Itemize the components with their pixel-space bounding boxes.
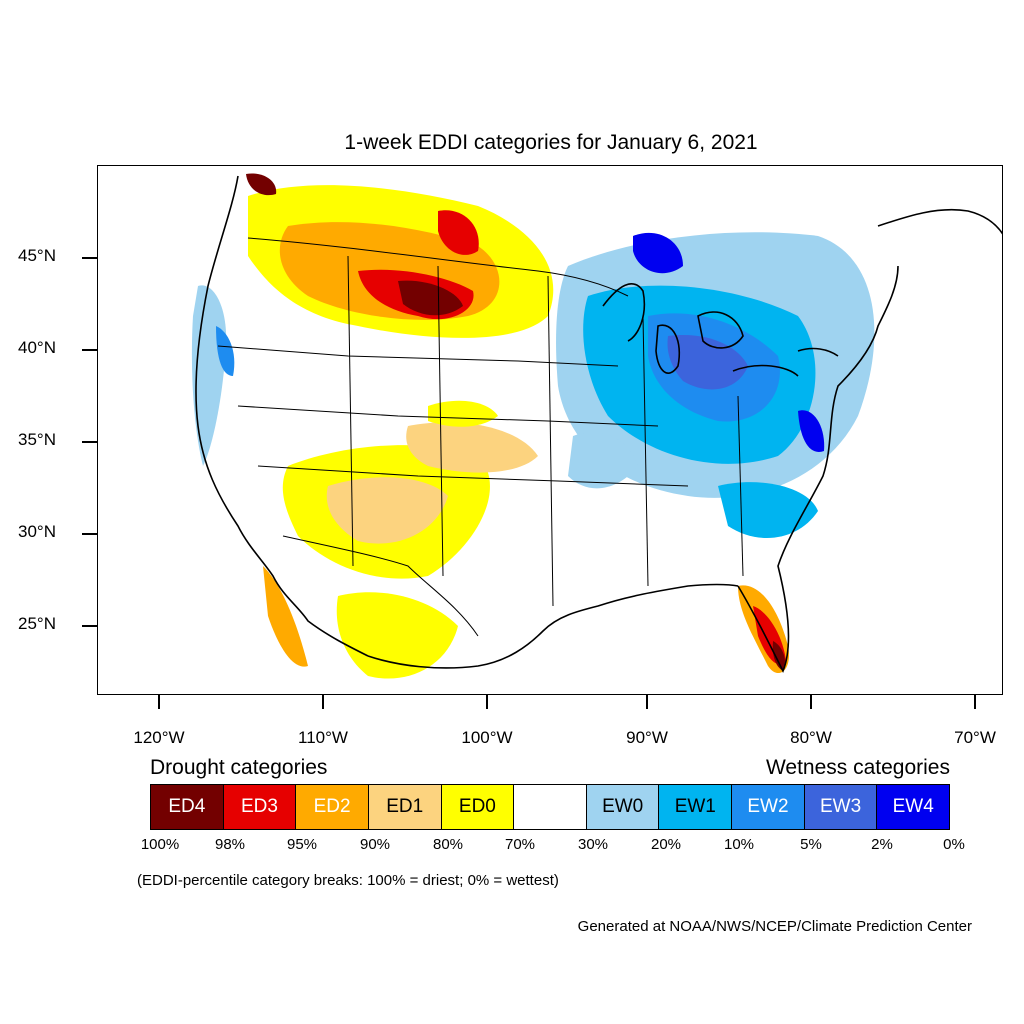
- lon-label-110: 110°W: [298, 728, 348, 747]
- lon-label-100: 100°W: [461, 728, 513, 747]
- legend-normal: [514, 785, 587, 829]
- state-line-5: [437, 265, 444, 577]
- patch-ew4-virginia: [798, 410, 825, 452]
- lake-huron: [697, 311, 744, 349]
- state-line-3: [257, 465, 689, 487]
- pct-label: 80%: [432, 836, 464, 853]
- pct-label: 10%: [723, 836, 755, 853]
- lat-label-35: 35°N: [18, 430, 56, 449]
- lat-tick-35: [82, 441, 97, 443]
- lon-tick-70: [974, 695, 976, 709]
- canada-coastline: [877, 208, 1002, 235]
- legend-ed0: ED0: [441, 785, 515, 829]
- patch-ed4-north: [398, 280, 463, 316]
- legend-ew0: EW0: [586, 785, 660, 829]
- lon-label-80: 80°W: [790, 728, 832, 747]
- pct-label: 70%: [504, 836, 536, 853]
- patch-ew3-michigan: [667, 335, 748, 390]
- lon-tick-100: [486, 695, 488, 709]
- lat-label-45: 45°N: [18, 246, 56, 265]
- boundaries: [217, 237, 744, 637]
- lake-superior-shore: [602, 283, 646, 342]
- lat-tick-25: [82, 625, 97, 627]
- pct-label: 95%: [286, 836, 318, 853]
- state-line-8: [737, 395, 744, 577]
- category-patches: [191, 173, 875, 679]
- legend-ed2: ED2: [296, 785, 369, 829]
- lon-tick-90: [646, 695, 648, 709]
- legend-bar: ED4 ED3 ED2 ED1 ED0 EW0 EW1 EW2 EW3 EW4: [150, 784, 950, 830]
- patch-ew2-westcoast: [216, 326, 235, 376]
- lake-erie: [732, 364, 799, 377]
- gulf-coastline: [367, 583, 739, 669]
- lon-label-90: 90°W: [626, 728, 668, 747]
- lake-michigan: [655, 324, 680, 374]
- pct-label: 20%: [650, 836, 682, 853]
- legend-ew2: EW2: [732, 785, 805, 829]
- patch-ed1-southwest: [326, 477, 448, 544]
- patch-ed0-mexico: [336, 592, 458, 679]
- patch-ed4-florida: [772, 641, 785, 671]
- category-note: (EDDI-percentile category breaks: 100% =…: [137, 872, 559, 889]
- lake-ontario: [797, 347, 839, 357]
- legend-ed1: ED1: [368, 785, 442, 829]
- state-line-7: [642, 315, 649, 587]
- map-canvas: [191, 173, 1002, 679]
- lon-tick-110: [322, 695, 324, 709]
- patch-ed4-northwest: [246, 173, 277, 196]
- patch-ew4-north: [633, 232, 683, 274]
- legend-ew4: EW4: [877, 785, 950, 829]
- pct-label: 98%: [214, 836, 246, 853]
- coastlines: [195, 175, 1002, 673]
- patch-ed1-kansas: [406, 422, 538, 473]
- lat-tick-40: [82, 349, 97, 351]
- pct-label: 90%: [359, 836, 391, 853]
- eddi-map: [97, 165, 1003, 695]
- lon-label-120: 120°W: [133, 728, 185, 747]
- legend-ew3: EW3: [804, 785, 878, 829]
- east-coastline: [737, 265, 899, 673]
- legend-ed4: ED4: [151, 785, 224, 829]
- drought-heading: Drought categories: [150, 756, 328, 779]
- patch-ew0-arkansas: [568, 432, 638, 489]
- us-canada-border: [247, 237, 629, 297]
- patch-ed3-montana: [438, 210, 479, 255]
- lat-tick-30: [82, 533, 97, 535]
- state-line-4: [347, 255, 354, 567]
- lon-tick-120: [158, 695, 160, 709]
- legend-ed3: ED3: [223, 785, 297, 829]
- lon-label-70: 70°W: [954, 728, 996, 747]
- us-mexico-border: [282, 535, 479, 637]
- map-title: 1-week EDDI categories for January 6, 20…: [344, 131, 758, 154]
- state-line-6: [547, 275, 554, 607]
- credit-line: Generated at NOAA/NWS/NCEP/Climate Predi…: [577, 918, 972, 935]
- lat-label-25: 25°N: [18, 614, 56, 633]
- lon-tick-80: [810, 695, 812, 709]
- patch-ed2-baja: [263, 566, 308, 667]
- pct-label: 0%: [943, 836, 965, 853]
- legend-ew1: EW1: [659, 785, 733, 829]
- state-line-1: [217, 345, 619, 367]
- state-line-2: [237, 405, 659, 427]
- pct-label: 2%: [871, 836, 893, 853]
- lat-tick-45: [82, 257, 97, 259]
- pct-label: 100%: [140, 836, 180, 853]
- lat-label-40: 40°N: [18, 338, 56, 357]
- west-coastline: [195, 175, 369, 657]
- patch-ed0-plains: [428, 400, 498, 427]
- pct-label: 5%: [800, 836, 822, 853]
- patch-ew1-carolinas: [718, 482, 818, 538]
- pct-label: 30%: [577, 836, 609, 853]
- wetness-heading: Wetness categories: [765, 756, 950, 779]
- lat-label-30: 30°N: [18, 522, 56, 541]
